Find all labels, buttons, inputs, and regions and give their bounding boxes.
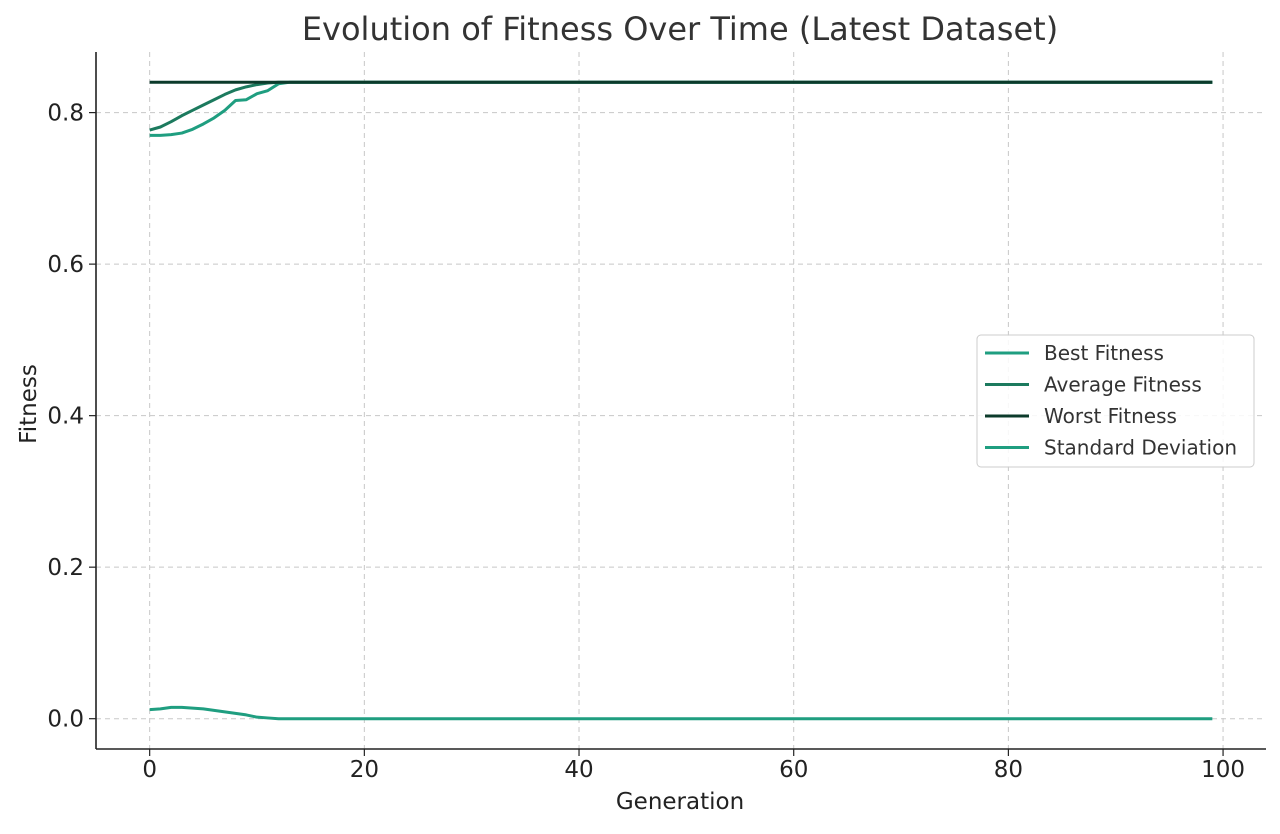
- axes-layer: [95, 52, 1266, 750]
- y-tick-label-3: 0.6: [47, 252, 84, 278]
- y-tick-label-2: 0.4: [47, 404, 84, 430]
- legend-label-average-fitness: Average Fitness: [1044, 373, 1202, 397]
- x-tick-label-1: 20: [350, 757, 379, 783]
- series-layer: [149, 80, 1213, 721]
- legend-label-standard-deviation: Standard Deviation: [1044, 436, 1237, 460]
- legend-items: Best Fitness Average Fitness Worst Fitness…: [985, 341, 1237, 460]
- legend-label-worst-fitness: Worst Fitness: [1044, 404, 1177, 428]
- y-tick-label-0: 0.0: [47, 707, 84, 733]
- x-tick-label-0: 0: [142, 757, 157, 783]
- x-axis-label: Generation: [616, 789, 744, 815]
- chart-title: Evolution of Fitness Over Time (Latest D…: [302, 10, 1058, 48]
- y-tick-label-1: 0.2: [47, 555, 84, 581]
- x-tick-label-4: 80: [994, 757, 1023, 783]
- series-line-best-fitness: [149, 80, 1213, 137]
- series-line-average-fitness: [149, 80, 1213, 132]
- y-tick-label-4: 0.8: [47, 101, 84, 127]
- y-axis-label: Fitness: [16, 364, 42, 444]
- x-tick-label-5: 100: [1201, 757, 1245, 783]
- legend-label-best-fitness: Best Fitness: [1044, 341, 1164, 365]
- ticks-layer: 0 20 40 60 80 100 0.0 0.2 0.4 0.6 0.8: [47, 101, 1245, 783]
- x-tick-label-2: 40: [564, 757, 593, 783]
- legend-box: [976, 334, 1255, 468]
- series-line-standard-deviation: [149, 705, 1213, 721]
- x-tick-label-3: 60: [779, 757, 808, 783]
- legend: Best Fitness Average Fitness Worst Fitness…: [976, 334, 1255, 468]
